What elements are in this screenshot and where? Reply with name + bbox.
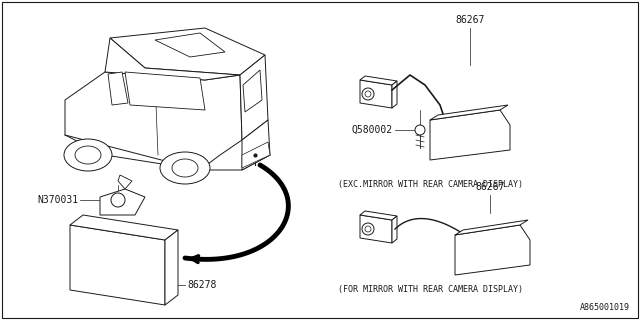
Polygon shape — [155, 33, 225, 57]
Polygon shape — [360, 80, 392, 108]
Ellipse shape — [172, 159, 198, 177]
Polygon shape — [360, 215, 392, 243]
Text: (EXC.MIRROR WITH REAR CAMERA DISPLAY): (EXC.MIRROR WITH REAR CAMERA DISPLAY) — [337, 180, 522, 189]
Circle shape — [415, 125, 425, 135]
Circle shape — [365, 226, 371, 232]
Text: 86267: 86267 — [455, 15, 484, 25]
Polygon shape — [360, 76, 397, 85]
Polygon shape — [105, 38, 240, 80]
Polygon shape — [430, 105, 508, 120]
Polygon shape — [240, 55, 268, 140]
Circle shape — [362, 223, 374, 235]
Circle shape — [111, 193, 125, 207]
Polygon shape — [360, 211, 397, 220]
Polygon shape — [70, 225, 165, 305]
Polygon shape — [65, 72, 242, 170]
Text: A865001019: A865001019 — [580, 303, 630, 312]
Polygon shape — [108, 72, 128, 105]
Circle shape — [362, 88, 374, 100]
Polygon shape — [242, 120, 270, 170]
Polygon shape — [100, 189, 145, 215]
Polygon shape — [455, 225, 530, 275]
Text: (FOR MIRROR WITH REAR CAMERA DISPLAY): (FOR MIRROR WITH REAR CAMERA DISPLAY) — [337, 285, 522, 294]
Polygon shape — [118, 175, 132, 189]
Ellipse shape — [160, 152, 210, 184]
Polygon shape — [455, 220, 528, 235]
Polygon shape — [110, 28, 265, 75]
Polygon shape — [242, 142, 270, 168]
Polygon shape — [392, 216, 397, 243]
Circle shape — [365, 91, 371, 97]
Polygon shape — [243, 70, 262, 112]
Text: Q580002: Q580002 — [352, 125, 393, 135]
Text: 86278: 86278 — [187, 280, 216, 290]
Polygon shape — [125, 72, 205, 110]
Text: N370031: N370031 — [37, 195, 78, 205]
Polygon shape — [165, 230, 178, 305]
Polygon shape — [70, 215, 178, 240]
Ellipse shape — [75, 146, 101, 164]
Text: 86267: 86267 — [476, 182, 505, 192]
Ellipse shape — [64, 139, 112, 171]
Polygon shape — [392, 81, 397, 108]
Polygon shape — [430, 110, 510, 160]
